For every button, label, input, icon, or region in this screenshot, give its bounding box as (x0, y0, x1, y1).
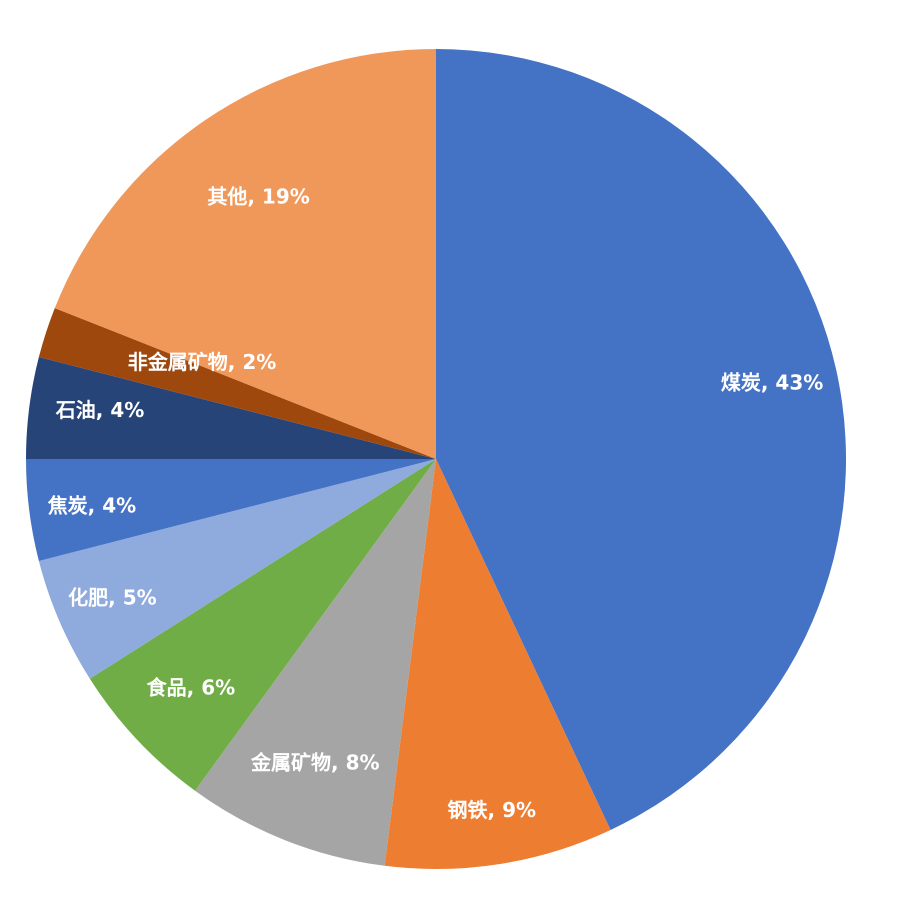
pie-slice-6 (26, 459, 436, 561)
pie-slice-2 (384, 459, 611, 870)
pie-slice-8 (38, 308, 436, 459)
pie-slice-5 (38, 459, 436, 679)
pie-slice-3 (195, 459, 436, 866)
pie-slice-label-3: 金属矿物, 8% (250, 751, 380, 775)
pie-slice-label-5: 化肥, 5% (68, 586, 157, 610)
pie-slice-label-1: 煤炭, 43% (721, 370, 823, 394)
pie-labels: 煤炭, 43% 钢铁, 9% 金属矿物, 8% 食品, 6% 化肥, 5% 焦炭, 4% 石… (48, 184, 824, 821)
pie-slices (26, 49, 847, 870)
pie-slice-label-8: 非金属矿物, 2% (128, 350, 277, 374)
pie-slice-7 (26, 357, 436, 459)
pie-slice-4 (89, 459, 436, 791)
pie-slice-label-6: 焦炭, 4% (48, 493, 137, 517)
pie-slice-label-7: 石油, 4% (55, 398, 145, 422)
pie-slice-1 (436, 49, 847, 830)
pie-slice-9 (54, 49, 436, 459)
pie-slice-label-2: 钢铁, 9% (448, 798, 537, 822)
pie-slice-label-4: 食品, 6% (147, 676, 236, 700)
pie-slice-label-9: 其他, 19% (207, 184, 309, 208)
